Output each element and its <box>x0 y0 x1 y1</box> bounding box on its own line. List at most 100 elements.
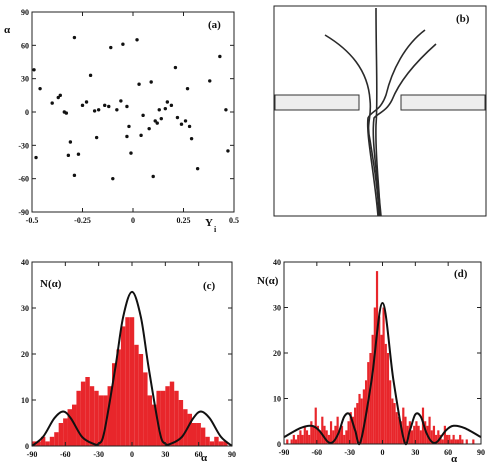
panel-b-trajectory-3 <box>366 29 426 217</box>
panel-b-frame <box>273 5 487 217</box>
panel-d-xtick-label: -30 <box>344 448 355 457</box>
panel-a-xlabel-sub: i <box>214 225 217 234</box>
panel-c-bar <box>129 317 135 446</box>
panel-d-bar <box>441 439 444 444</box>
panel-c-histogram: -90 -60 -30 0 30 60 90 0 10 20 30 40 N(α) α (c) <box>21 258 236 464</box>
panel-d-bar <box>459 434 462 444</box>
panel-c-ytick-label: 10 <box>21 396 29 405</box>
panel-c-bar <box>54 432 59 446</box>
panel-d-bar <box>360 398 363 444</box>
panel-a-xtick-label: 0.5 <box>229 216 239 225</box>
panel-a-xlabel: Y <box>205 217 213 229</box>
panel-c-bar <box>120 326 126 446</box>
panel-d-bar <box>452 434 455 444</box>
panel-c-bar <box>58 423 64 446</box>
panel-d-bar <box>329 421 333 444</box>
panel-d-bar <box>402 407 405 444</box>
panel-d-bar <box>343 434 346 444</box>
panel-a-point <box>159 116 163 121</box>
panel-a-point <box>139 133 143 138</box>
panel-a-point <box>50 101 54 105</box>
panel-d-bar <box>382 307 385 444</box>
panel-d-xtick-label: 0 <box>381 448 385 457</box>
panel-c-bar <box>152 404 157 446</box>
panel-d-fit-curve <box>283 301 482 446</box>
panel-a-frame <box>31 11 235 213</box>
panel-d-bar <box>454 439 457 444</box>
panel-c-ytick-label: 20 <box>21 350 29 359</box>
panel-a-point <box>141 113 145 118</box>
panel-c-xtick-label: 0 <box>130 450 134 459</box>
panel-d-xtick-label: -90 <box>279 448 290 457</box>
panel-a-point <box>103 103 107 108</box>
panel-a-point <box>121 42 125 46</box>
panel-d-bar <box>461 439 464 444</box>
panel-a-point <box>185 86 190 91</box>
panel-d-bar <box>308 434 311 444</box>
panel-c-bar <box>134 344 139 446</box>
panel-d-bar <box>397 416 401 444</box>
panel-c-bar <box>116 349 121 446</box>
panel-a-point <box>72 173 77 178</box>
panel-d-ylabel: N(α) <box>257 275 279 287</box>
panel-c-bar <box>80 381 86 446</box>
panel-c-bar <box>200 427 206 446</box>
panel-a-point <box>88 73 93 78</box>
panel-a-point <box>163 106 168 111</box>
panel-c-bar <box>138 354 144 446</box>
panel-a-point <box>155 121 159 125</box>
panel-a-point <box>157 108 161 112</box>
panel-a-ytick-label: 60 <box>21 41 29 50</box>
panel-c-bar <box>187 413 192 446</box>
panel-d-bar <box>384 343 387 444</box>
panel-c-bar <box>49 436 55 446</box>
panel-d-bar <box>424 421 427 444</box>
panel-a-point <box>119 99 123 103</box>
panel-d-bar <box>336 416 339 444</box>
panel-c-fit-curve <box>31 290 233 447</box>
panel-d-ytick-label: 40 <box>273 258 281 267</box>
panel-d-bar <box>393 403 396 444</box>
panel-c-bar <box>40 436 46 446</box>
panel-a-point <box>169 103 174 108</box>
panel-d-bar <box>286 439 289 444</box>
panel-c-xtick-label: -60 <box>60 450 71 459</box>
panel-a-point <box>153 119 157 123</box>
panel-a-ytick-label: 30 <box>21 75 29 84</box>
panel-d-bar <box>327 434 330 444</box>
panel-a-point <box>187 124 192 129</box>
panel-c-bar <box>143 372 148 446</box>
panel-c-bar <box>223 441 228 446</box>
panel-a-point <box>107 104 111 109</box>
panel-c-ytick-label: 40 <box>21 258 29 267</box>
panel-d-bar <box>375 271 379 444</box>
panel-a-point <box>66 153 71 158</box>
panel-b-label: (b) <box>456 13 470 25</box>
panel-d-ytick-label: 10 <box>273 395 281 404</box>
panel-c-bar <box>147 395 152 446</box>
panel-a-point <box>96 108 101 112</box>
panel-d-bar <box>450 439 453 444</box>
panel-d-bar <box>362 389 365 444</box>
panel-d-bar <box>294 439 298 444</box>
panel-a-point <box>135 38 139 42</box>
panel-d-bar <box>437 430 440 444</box>
panel-d-bar <box>430 430 433 444</box>
panel-c-xtick-label: -90 <box>27 450 38 459</box>
panel-a-point <box>127 124 131 129</box>
panel-a-point <box>147 126 151 131</box>
panel-d-bar <box>345 430 348 444</box>
panel-d-bar <box>301 434 304 444</box>
panel-c-bar <box>165 386 170 446</box>
panel-d-bar <box>448 434 451 444</box>
panel-d-bar <box>456 439 460 444</box>
panel-d-bar <box>349 412 352 444</box>
panel-d-bar <box>389 380 392 444</box>
panel-d-bar <box>340 425 344 444</box>
panel-d-bar <box>325 430 328 444</box>
panel-d-xlabel: α <box>451 453 458 465</box>
panel-d-bar <box>443 425 446 444</box>
panel-a-point <box>151 174 155 179</box>
panel-d-ytick-label: 0 <box>277 440 281 449</box>
panel-d-xtick-label: -60 <box>311 448 322 457</box>
